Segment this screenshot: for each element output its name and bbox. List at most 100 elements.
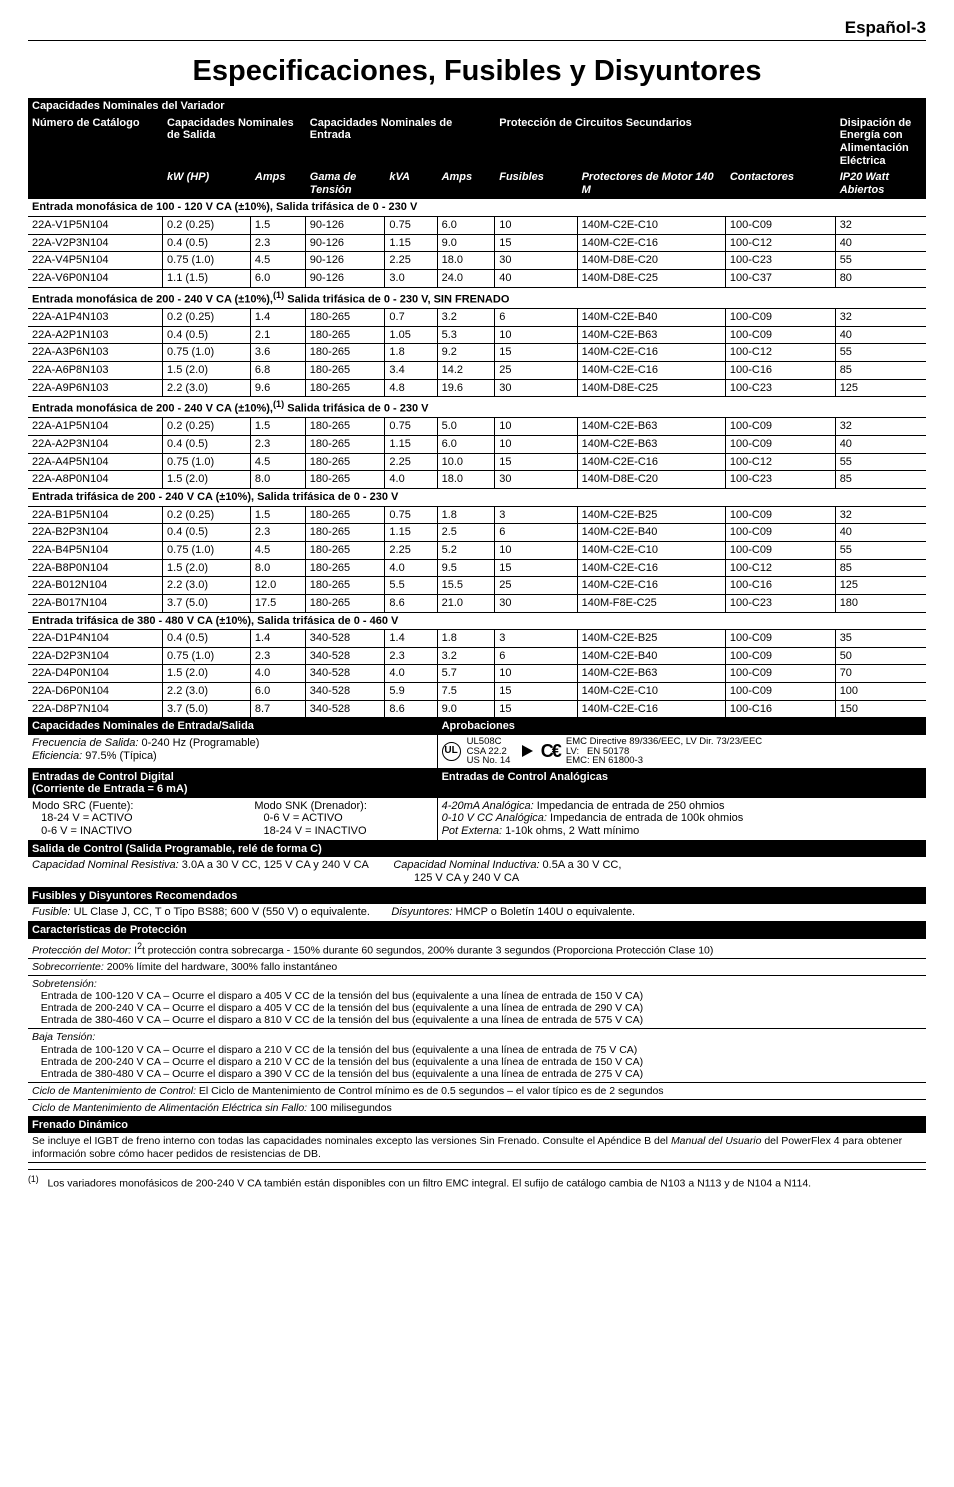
table-cell: 100-C23 — [725, 252, 835, 270]
table-cell: 0.75 — [385, 418, 437, 436]
table-cell: 22A-A3P6N103 — [28, 344, 163, 362]
hdr-catalog: Número de Catálogo — [28, 115, 163, 199]
table-cell: 100-C23 — [725, 594, 835, 612]
table-cell: 100-C23 — [725, 471, 835, 489]
table-cell: 15 — [495, 559, 577, 577]
table-cell: 140M-C2E-B63 — [577, 326, 725, 344]
table-cell: 180-265 — [305, 361, 385, 379]
aprob-cell: UL UL508CCSA 22.2US No. 14 C€ EMC Direct… — [437, 735, 926, 768]
table-cell: 10 — [495, 217, 577, 235]
table-cell: 2.25 — [385, 453, 437, 471]
table-cell: 18.0 — [437, 471, 495, 489]
table-cell: 32 — [835, 308, 926, 326]
table-cell: 100-C16 — [725, 700, 835, 718]
table-cell: 2.3 — [250, 647, 305, 665]
table-cell: 3 — [495, 630, 577, 648]
table-cell: 6.0 — [437, 217, 495, 235]
section-header: Capacidades Nominales del Variador — [28, 98, 926, 115]
freq-ef-cell: Frecuencia de Salida: 0-240 Hz (Programa… — [28, 735, 437, 768]
car-header: Características de Protección — [28, 921, 926, 938]
table-cell: 22A-A2P3N104 — [28, 436, 163, 454]
table-cell: 1.5 (2.0) — [163, 559, 251, 577]
table-cell: 2.3 — [250, 524, 305, 542]
table-cell: 24.0 — [437, 270, 495, 288]
table-cell: 340-528 — [305, 700, 385, 718]
table-cell: 8.0 — [250, 471, 305, 489]
table-cell: 14.2 — [437, 361, 495, 379]
table-cell: 100-C09 — [725, 217, 835, 235]
table-cell: 1.15 — [385, 524, 437, 542]
table-cell: 0.75 (1.0) — [163, 647, 251, 665]
table-cell: 10 — [495, 326, 577, 344]
top-rule — [28, 40, 926, 41]
table-cell: 100-C37 — [725, 270, 835, 288]
table-cell: 2.25 — [385, 541, 437, 559]
footnote: (1) Los variadores monofásicos de 200-24… — [28, 1170, 926, 1190]
table-cell: 22A-D4P0N104 — [28, 665, 163, 683]
table-cell: 6.0 — [250, 270, 305, 288]
table-cell: 12.0 — [250, 577, 305, 595]
table-cell: 30 — [495, 252, 577, 270]
table-cell: 85 — [835, 471, 926, 489]
table-cell: 55 — [835, 453, 926, 471]
table-cell: 40 — [835, 524, 926, 542]
aprob-header: Aprobaciones — [437, 718, 926, 735]
hdr-ip: IP20 Watt Abiertos — [835, 169, 926, 199]
table-cell: 140M-C2E-B63 — [577, 436, 725, 454]
table-cell: 1.8 — [437, 506, 495, 524]
table-cell: 6.0 — [250, 683, 305, 701]
table-cell: 180-265 — [305, 326, 385, 344]
table-cell: 125 — [835, 379, 926, 397]
table-cell: 55 — [835, 252, 926, 270]
car-row: Ciclo de Mantenimiento de Control: El Ci… — [28, 1082, 926, 1099]
dig-header: Entradas de Control Digital(Corriente de… — [28, 768, 437, 798]
group-header: Entrada monofásica de 200 - 240 V CA (±1… — [28, 397, 926, 418]
table-cell: 0.2 (0.25) — [163, 217, 251, 235]
table-cell: 140M-D8E-C25 — [577, 379, 725, 397]
page-header-corner: Español-3 — [28, 18, 926, 38]
fren-header: Frenado Dinámico — [28, 1116, 926, 1133]
fus-header: Fusibles y Disyuntores Recomendados — [28, 887, 926, 904]
table-cell: 0.75 (1.0) — [163, 344, 251, 362]
table-cell: 22A-B8P0N104 — [28, 559, 163, 577]
table-cell: 100-C09 — [725, 630, 835, 648]
hdr-gama: Gama de Tensión — [305, 169, 385, 199]
table-cell: 2.2 (3.0) — [163, 379, 251, 397]
table-cell: 10 — [495, 418, 577, 436]
table-cell: 0.2 (0.25) — [163, 418, 251, 436]
table-cell: 180-265 — [305, 436, 385, 454]
table-cell: 22A-A6P8N103 — [28, 361, 163, 379]
table-cell: 22A-V1P5N104 — [28, 217, 163, 235]
table-cell: 1.15 — [385, 234, 437, 252]
table-cell: 340-528 — [305, 683, 385, 701]
table-cell: 2.3 — [385, 647, 437, 665]
hdr-cont: Contactores — [725, 169, 835, 199]
table-cell: 22A-B4P5N104 — [28, 541, 163, 559]
hdr-proteccion: Protección de Circuitos Secundarios — [495, 115, 835, 170]
table-cell: 90-126 — [305, 234, 385, 252]
table-cell: 50 — [835, 647, 926, 665]
ana-c: 4-20mA Analógica: Impedancia de entrada … — [437, 798, 926, 840]
table-cell: 15 — [495, 700, 577, 718]
table-cell: 340-528 — [305, 630, 385, 648]
table-cell: 25 — [495, 577, 577, 595]
table-cell: 0.2 (0.25) — [163, 308, 251, 326]
table-cell: 4.0 — [385, 665, 437, 683]
car-row: Protección del Motor: I2t protección con… — [28, 939, 926, 959]
table-cell: 32 — [835, 506, 926, 524]
table-cell: 1.5 (2.0) — [163, 471, 251, 489]
table-cell: 0.7 — [385, 308, 437, 326]
table-cell: 100 — [835, 683, 926, 701]
table-cell: 100-C12 — [725, 344, 835, 362]
table-cell: 180 — [835, 594, 926, 612]
table-cell: 140M-C2E-B25 — [577, 506, 725, 524]
table-cell: 90-126 — [305, 270, 385, 288]
table-cell: 140M-C2E-C10 — [577, 683, 725, 701]
table-cell: 8.0 — [250, 559, 305, 577]
hdr-prot: Protectores de Motor 140 M — [577, 169, 725, 199]
table-cell: 1.5 — [250, 506, 305, 524]
table-cell: 140M-C2E-C16 — [577, 234, 725, 252]
table-cell: 125 — [835, 577, 926, 595]
ul-logo-icon: UL — [442, 742, 461, 761]
car-row: Baja Tensión: Entrada de 100-120 V CA – … — [28, 1029, 926, 1082]
